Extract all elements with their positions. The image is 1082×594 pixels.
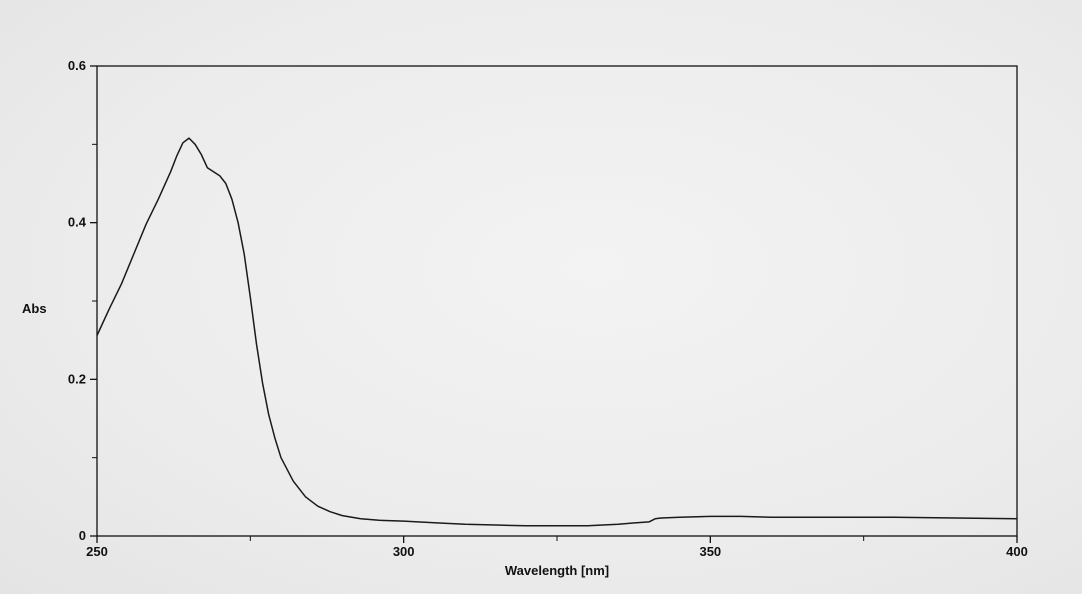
x-axis-title: Wavelength [nm] [505,563,609,578]
x-tick-label-300: 300 [393,544,415,559]
series-line [96,137,1018,527]
y-tick-label-0: 0 [79,528,86,543]
y-tick-label-0.4: 0.4 [68,215,87,230]
y-tick-label-0.2: 0.2 [68,371,86,386]
y-tick-label-0.6: 0.6 [68,58,86,73]
x-tick-label-250: 250 [86,544,108,559]
x-tick-label-350: 350 [699,544,721,559]
y-axis-title: Abs [22,301,47,316]
plot-frame [96,65,1018,537]
x-tick-label-400: 400 [1006,544,1028,559]
axes-group: 250 300 350 400 0 0.2 0.4 0.6 [68,58,1028,559]
